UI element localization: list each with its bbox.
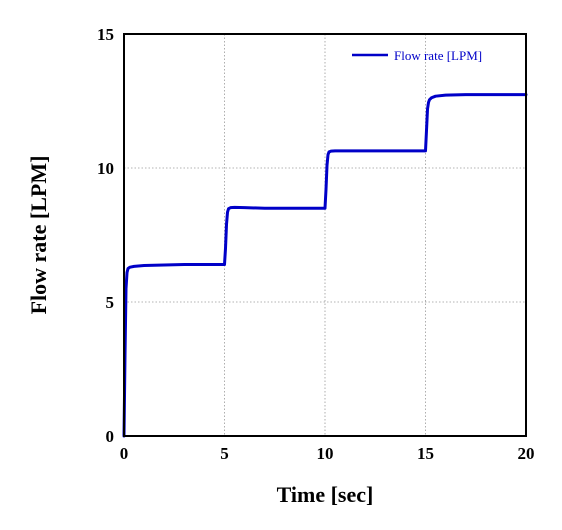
series-layer: [122, 93, 528, 438]
plot-frame: [123, 33, 527, 437]
y-axis-title: Flow rate [LPM]: [26, 156, 51, 315]
x-tick-label-0: 0: [120, 444, 129, 463]
grid-lines: [124, 34, 526, 436]
x-tick-labels: 0 5 10 15 20: [120, 444, 535, 463]
x-tick-label-20: 20: [518, 444, 535, 463]
legend: Flow rate [LPM]: [352, 48, 482, 63]
y-tick-label-0: 0: [106, 427, 115, 446]
x-tick-label-10: 10: [317, 444, 334, 463]
x-tick-label-15: 15: [417, 444, 434, 463]
y-tick-label-10: 10: [97, 159, 114, 178]
y-tick-label-15: 15: [97, 25, 114, 44]
y-tick-label-5: 5: [106, 293, 115, 312]
series-line-0: [122, 93, 528, 438]
x-tick-label-5: 5: [220, 444, 229, 463]
legend-label-flow-rate: Flow rate [LPM]: [394, 48, 482, 63]
x-axis-title: Time [sec]: [277, 482, 374, 507]
y-tick-labels: 0 5 10 15: [97, 25, 114, 446]
